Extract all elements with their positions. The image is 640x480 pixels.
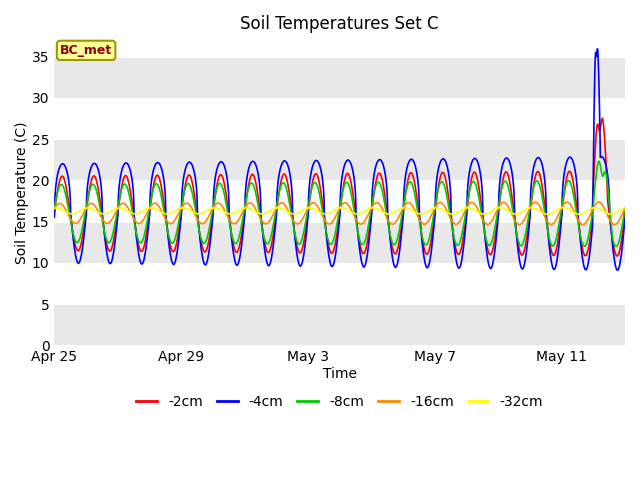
Title: Soil Temperatures Set C: Soil Temperatures Set C bbox=[241, 15, 439, 33]
Legend: -2cm, -4cm, -8cm, -16cm, -32cm: -2cm, -4cm, -8cm, -16cm, -32cm bbox=[131, 389, 548, 414]
Bar bbox=[54, 304, 625, 346]
Bar bbox=[54, 57, 625, 98]
Bar bbox=[54, 222, 625, 263]
Bar bbox=[54, 180, 625, 222]
X-axis label: Time: Time bbox=[323, 367, 356, 381]
Bar bbox=[54, 98, 625, 139]
Y-axis label: Soil Temperature (C): Soil Temperature (C) bbox=[15, 121, 29, 264]
Bar bbox=[54, 40, 625, 57]
Text: BC_met: BC_met bbox=[60, 44, 112, 57]
Bar bbox=[54, 263, 625, 304]
Bar bbox=[54, 139, 625, 180]
